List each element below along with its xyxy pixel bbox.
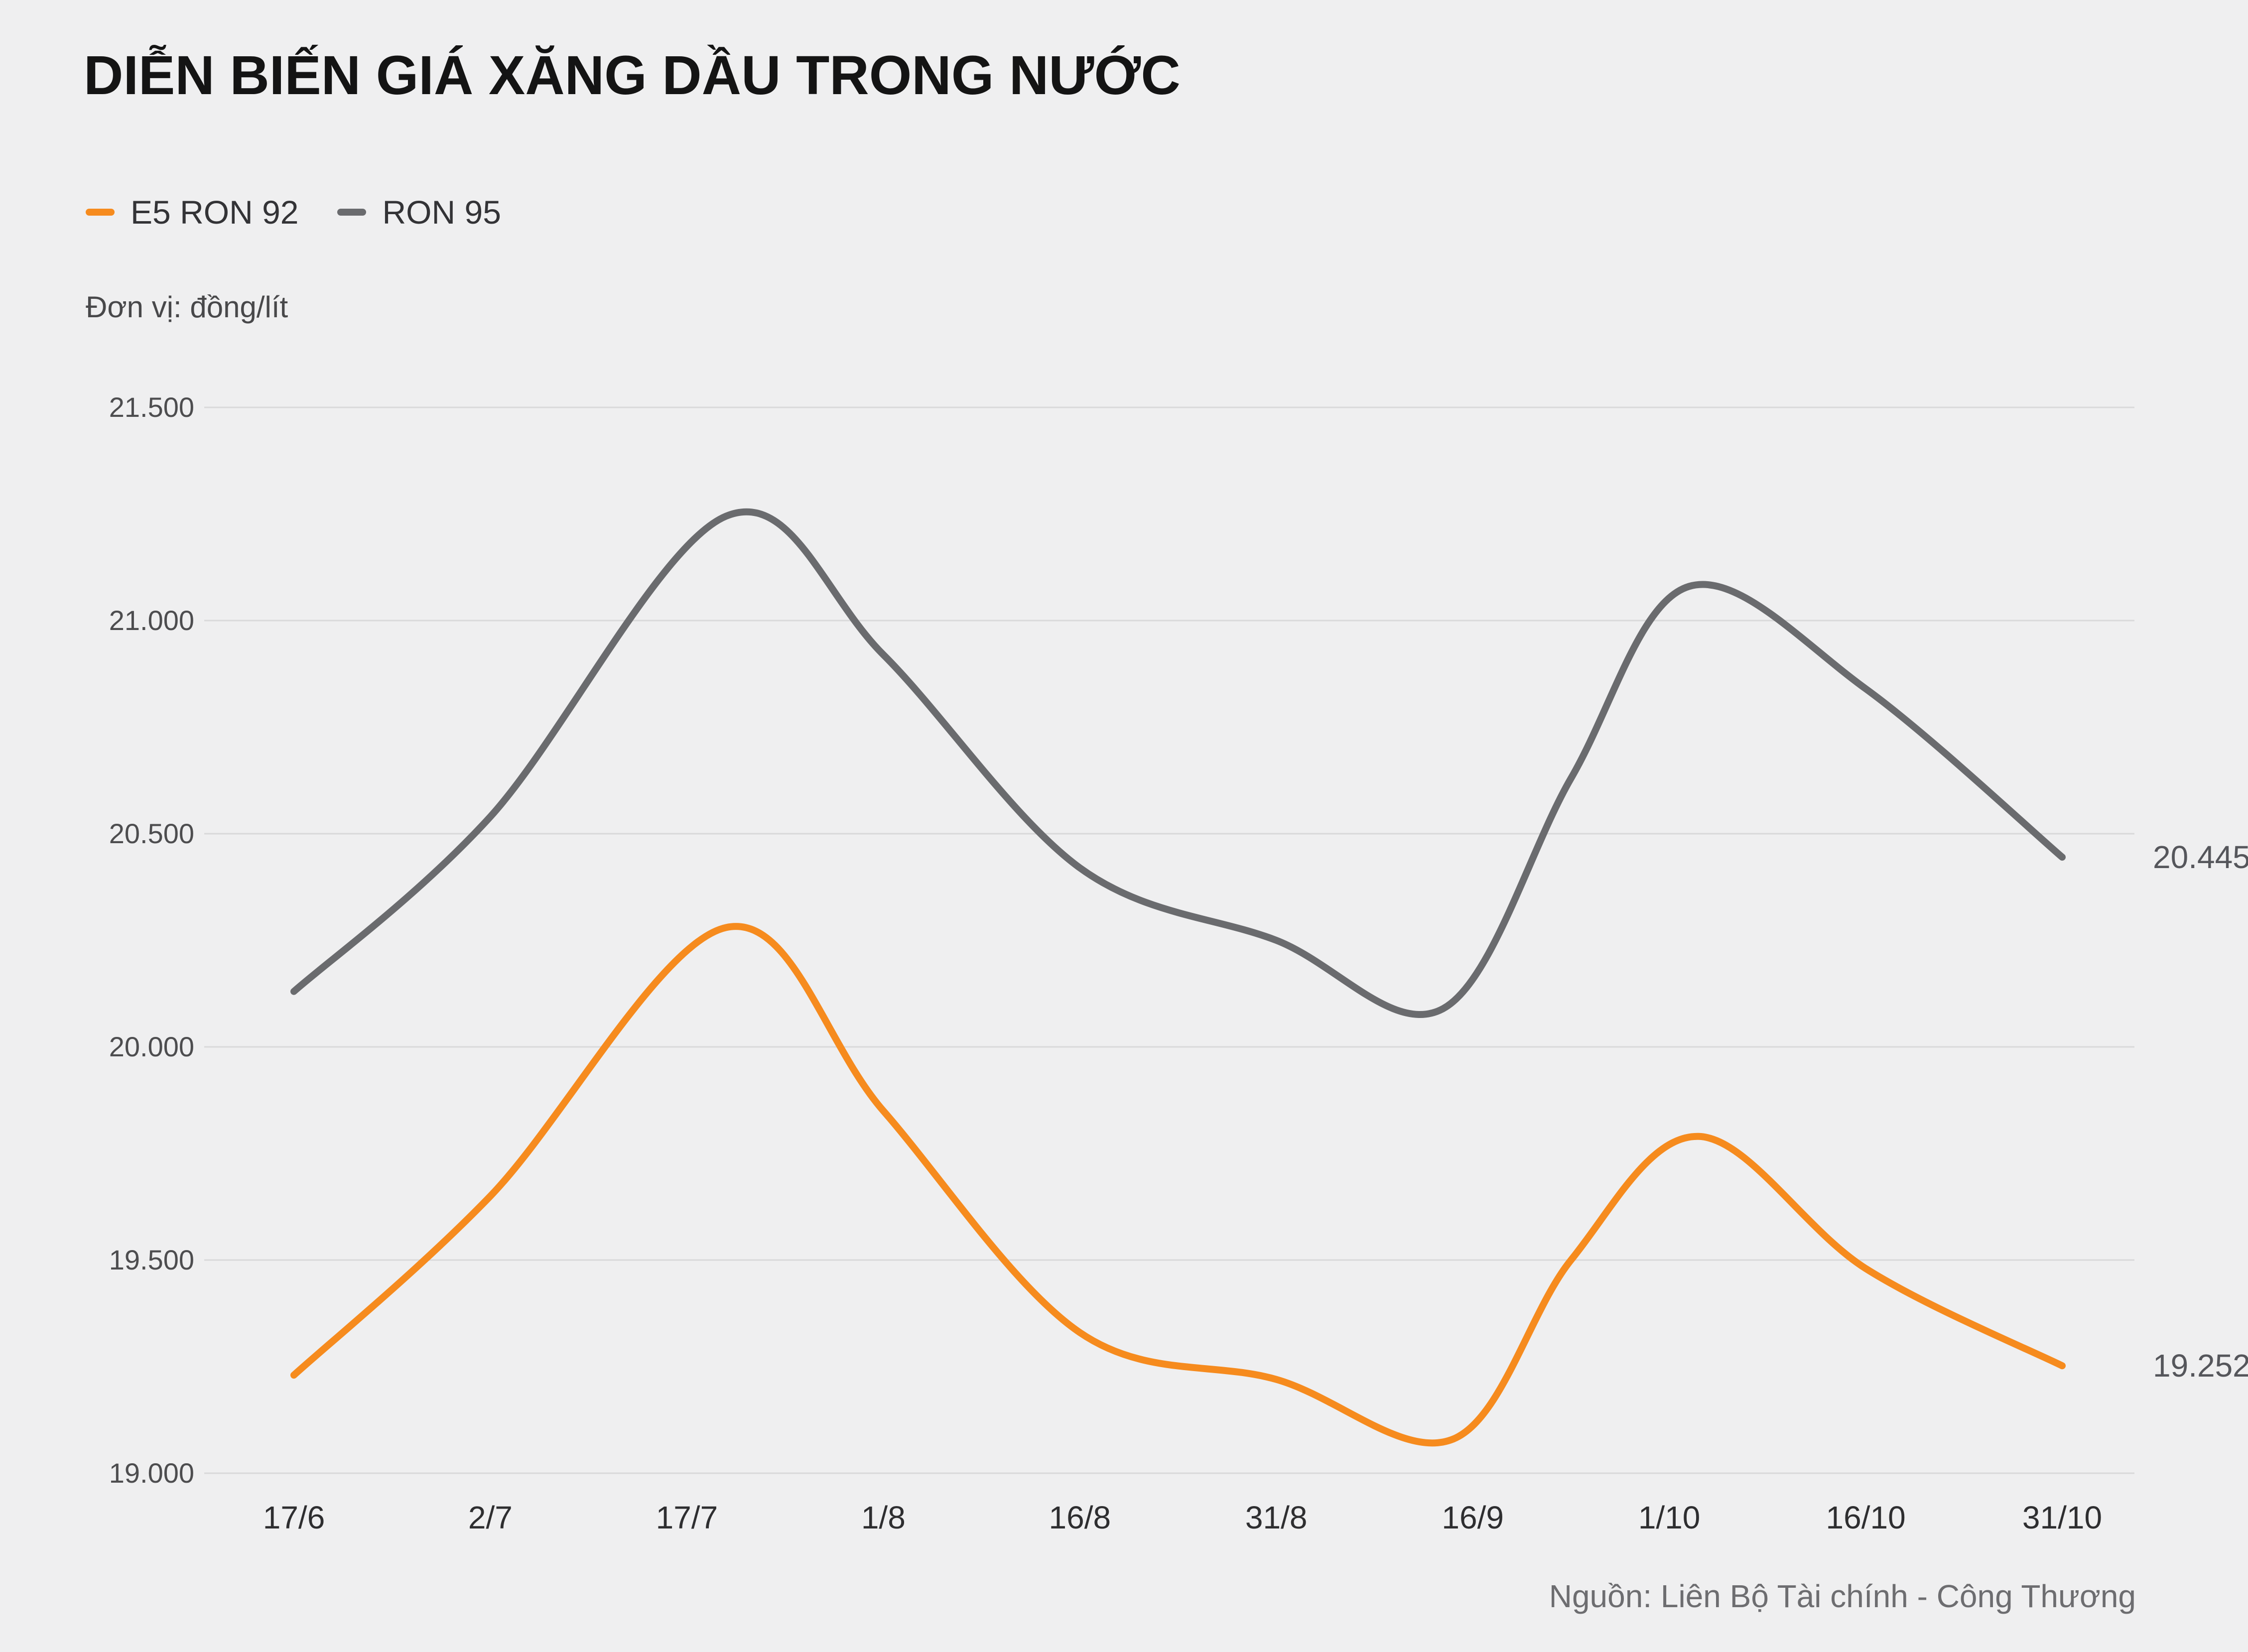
end-value-label-e5-ron-92: 19.252 — [2153, 1348, 2248, 1384]
chart-title: DIỄN BIẾN GIÁ XĂNG DẦU TRONG NƯỚC — [84, 45, 1181, 106]
legend: E5 RON 92 RON 95 — [86, 193, 501, 231]
x-axis-tick-label: 16/8 — [1049, 1500, 1111, 1535]
series-line-e5-ron-92 — [290, 923, 2066, 1447]
legend-label-e5-ron-92: E5 RON 92 — [131, 194, 299, 231]
x-axis-tick-label: 16/10 — [1826, 1500, 1906, 1535]
x-axis-tick-label: 31/10 — [2022, 1500, 2103, 1535]
legend-item-e5-ron-92: E5 RON 92 — [86, 193, 298, 231]
y-axis-tick-label: 19.500 — [109, 1244, 194, 1275]
legend-item-ron-95: RON 95 — [337, 193, 501, 231]
y-axis-tick-label: 21.000 — [109, 605, 194, 636]
x-axis-tick-label: 17/6 — [263, 1500, 325, 1535]
legend-label-ron-95: RON 95 — [382, 194, 501, 231]
end-value-label-ron-95: 20.445 — [2153, 839, 2248, 876]
y-axis-tick-label: 20.500 — [109, 818, 194, 849]
x-axis-tick-label: 16/9 — [1442, 1500, 1504, 1535]
unit-label: Đơn vị: đồng/lít — [86, 290, 288, 324]
y-axis-tick-label: 21.500 — [109, 391, 194, 423]
source-credit: Nguồn: Liên Bộ Tài chính - Công Thương — [1549, 1578, 2136, 1614]
x-axis-tick-label: 1/8 — [861, 1500, 906, 1535]
legend-marker-e5-ron-92-icon — [86, 209, 115, 216]
y-axis-tick-label: 20.000 — [109, 1031, 194, 1062]
x-axis-tick-label: 31/8 — [1245, 1500, 1308, 1535]
x-axis-tick-label: 1/10 — [1638, 1500, 1701, 1535]
x-axis-tick-label: 2/7 — [468, 1500, 513, 1535]
y-axis-tick-label: 19.000 — [109, 1457, 194, 1489]
x-axis-tick-label: 17/7 — [656, 1500, 718, 1535]
legend-marker-ron-95-icon — [337, 209, 367, 216]
series-line-ron-95 — [290, 508, 2066, 1018]
